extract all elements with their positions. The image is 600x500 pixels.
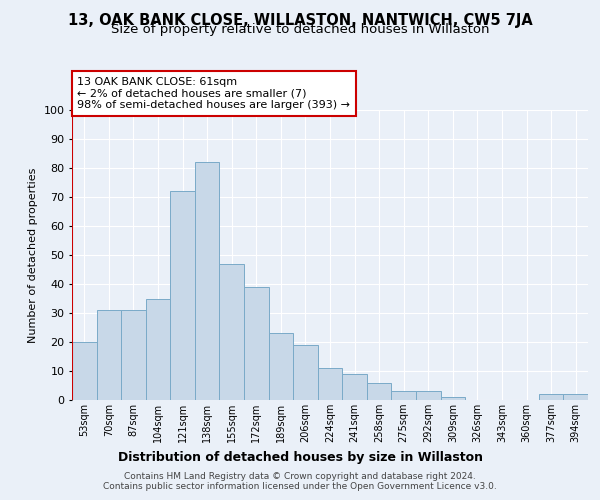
Bar <box>97 310 121 400</box>
Text: 13, OAK BANK CLOSE, WILLASTON, NANTWICH, CW5 7JA: 13, OAK BANK CLOSE, WILLASTON, NANTWICH,… <box>68 12 532 28</box>
Text: Distribution of detached houses by size in Willaston: Distribution of detached houses by size … <box>118 451 482 464</box>
Bar <box>416 392 440 400</box>
Y-axis label: Number of detached properties: Number of detached properties <box>28 168 38 342</box>
Text: Size of property relative to detached houses in Willaston: Size of property relative to detached ho… <box>111 22 489 36</box>
Bar <box>121 310 146 400</box>
Bar <box>367 382 391 400</box>
Bar <box>539 394 563 400</box>
Bar <box>170 191 195 400</box>
Bar <box>342 374 367 400</box>
Bar <box>293 345 318 400</box>
Bar <box>391 392 416 400</box>
Bar <box>195 162 220 400</box>
Bar <box>146 298 170 400</box>
Bar <box>440 397 465 400</box>
Text: 13 OAK BANK CLOSE: 61sqm
← 2% of detached houses are smaller (7)
98% of semi-det: 13 OAK BANK CLOSE: 61sqm ← 2% of detache… <box>77 77 350 110</box>
Bar <box>318 368 342 400</box>
Bar <box>244 287 269 400</box>
Bar <box>72 342 97 400</box>
Text: Contains HM Land Registry data © Crown copyright and database right 2024.: Contains HM Land Registry data © Crown c… <box>124 472 476 481</box>
Bar <box>563 394 588 400</box>
Bar <box>220 264 244 400</box>
Bar <box>269 334 293 400</box>
Text: Contains public sector information licensed under the Open Government Licence v3: Contains public sector information licen… <box>103 482 497 491</box>
